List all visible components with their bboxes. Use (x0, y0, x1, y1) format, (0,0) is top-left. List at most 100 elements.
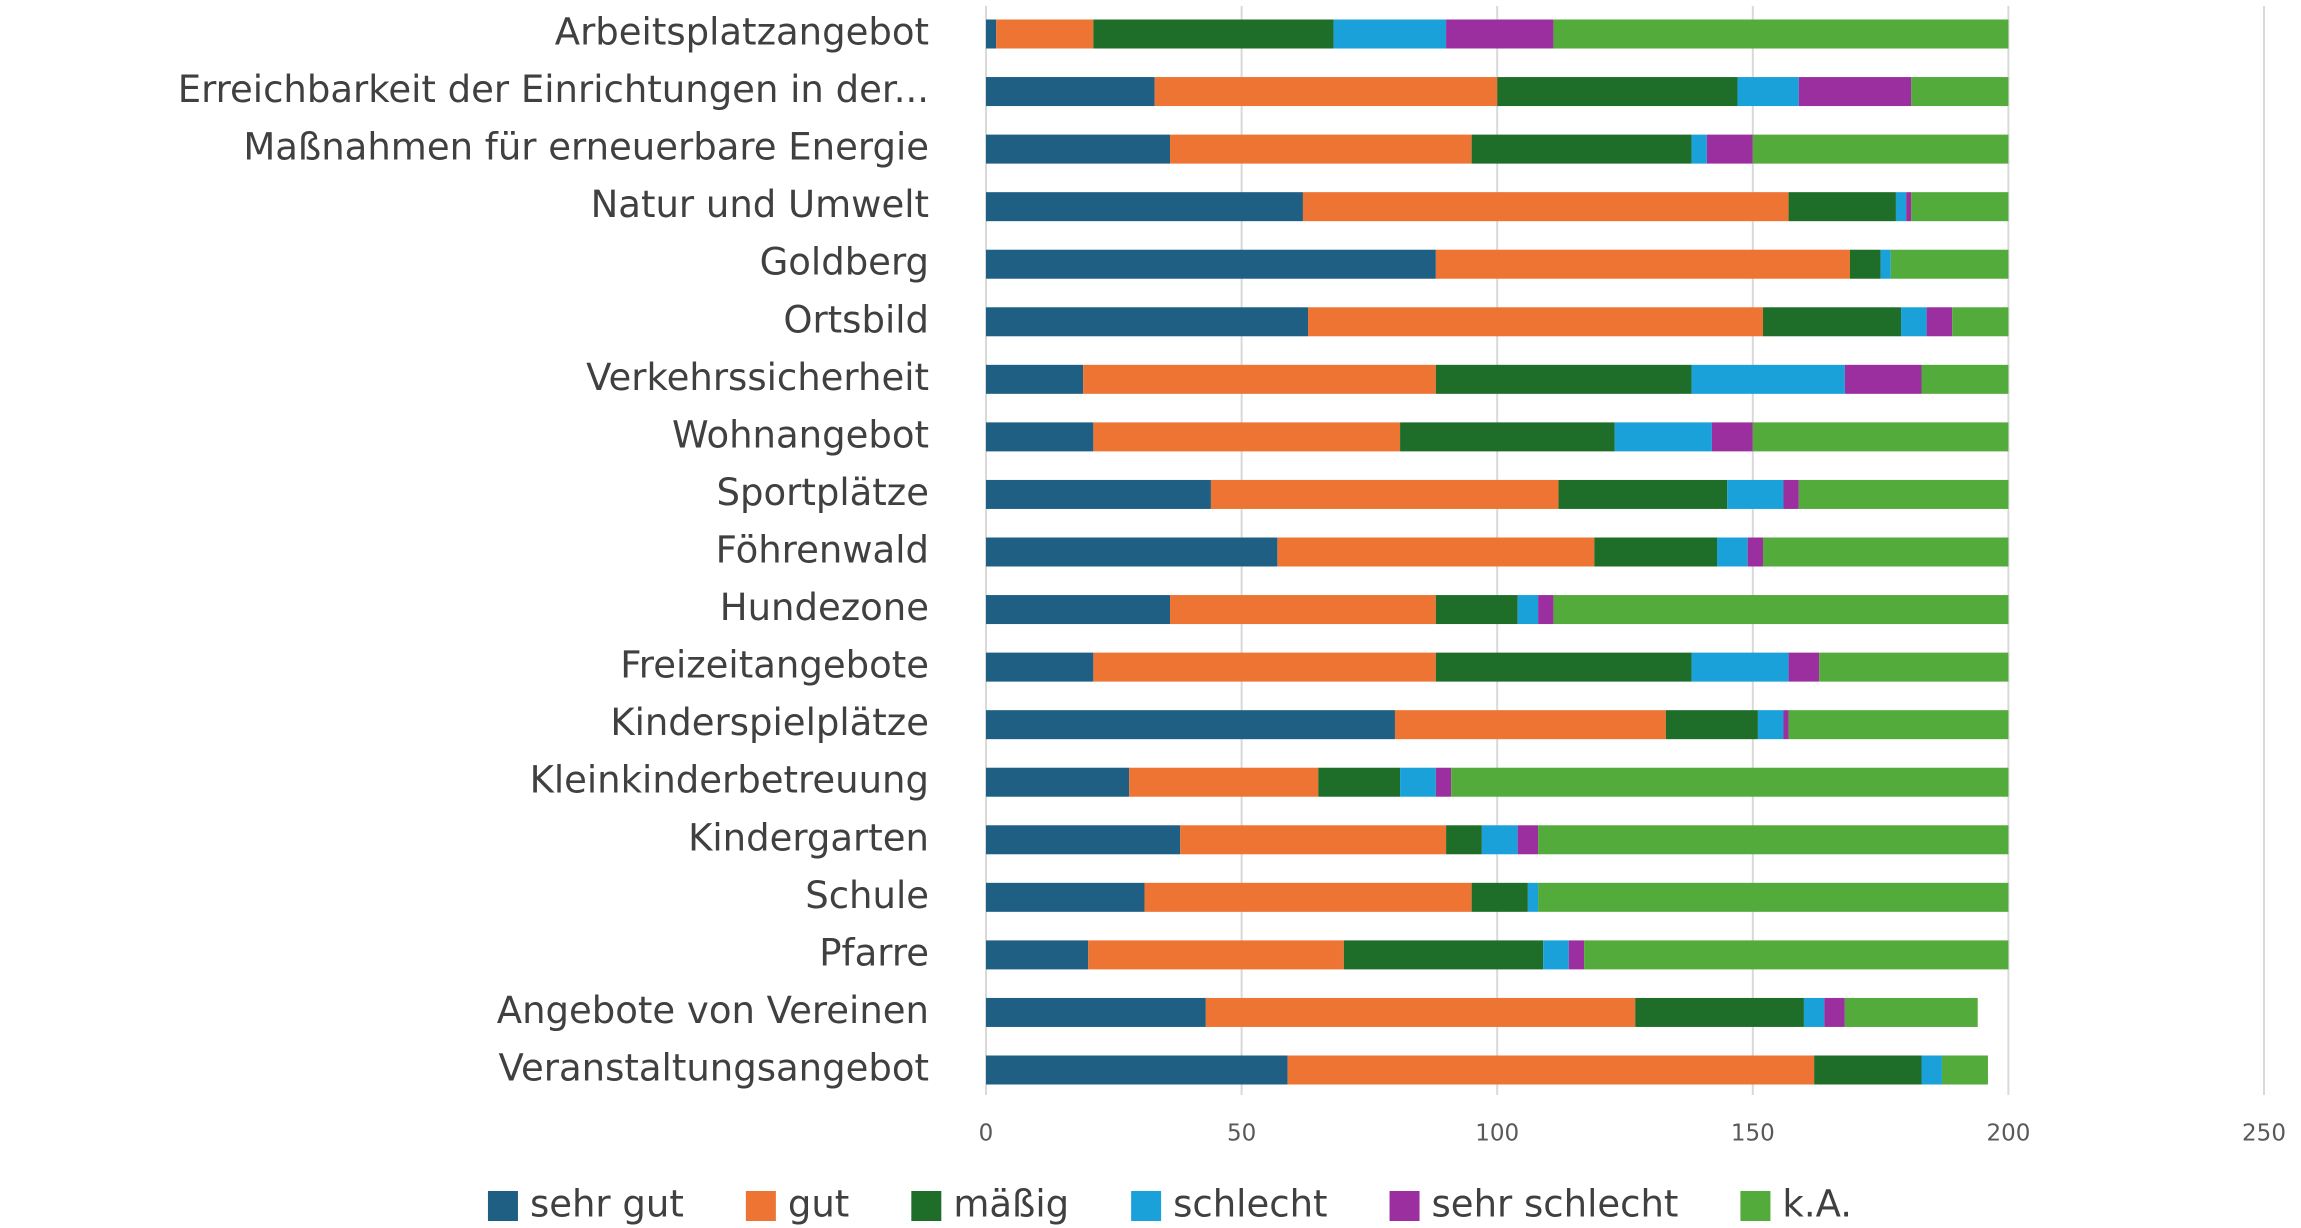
bar-segment (1302, 192, 1789, 222)
bar-segment (1788, 710, 2009, 740)
bar-segment (1333, 19, 1447, 49)
bar-segment (1763, 537, 2009, 567)
bar-segment (1783, 479, 1799, 509)
y-tick-label: Verkehrssicherheit (586, 356, 929, 399)
bar-segment (1844, 364, 1922, 394)
bar-segment (1901, 307, 1927, 337)
bar-segment (1093, 652, 1436, 682)
y-tick-label: Hundezone (720, 586, 929, 629)
bar-segment (1451, 767, 2009, 797)
bar-segment (1093, 422, 1401, 452)
legend-item: gut (745, 1183, 849, 1226)
y-tick-label: Kinderspielplätze (610, 701, 929, 744)
y-tick-label: Veranstaltungsangebot (499, 1047, 929, 1090)
bar-segment (1752, 422, 2009, 452)
bar-segment (1691, 364, 1845, 394)
bar-segment (986, 767, 1130, 797)
legend-label: k.A. (1782, 1183, 1852, 1226)
bar-segment (986, 422, 1094, 452)
bar-segment (1824, 997, 1845, 1027)
bar-segment (1727, 479, 1784, 509)
bar-segment (1343, 940, 1544, 970)
bar-segment (986, 710, 1395, 740)
legend-item: sehr gut (487, 1183, 684, 1226)
legend-item: sehr schlecht (1389, 1183, 1678, 1226)
bar-segment (1849, 249, 1881, 279)
bar-segment (986, 997, 1206, 1027)
legend-swatch (1389, 1191, 1420, 1221)
y-tick-label: Föhrenwald (716, 529, 929, 572)
y-tick-label: Sportplätze (717, 471, 929, 514)
bar-segment (1471, 134, 1692, 164)
y-tick-label: Natur und Umwelt (591, 183, 929, 226)
bar-segment (1691, 134, 1707, 164)
bar-segment (1558, 479, 1728, 509)
bar-segment (1757, 710, 1784, 740)
y-tick-label: Pfarre (819, 931, 929, 974)
y-tick-label: Freizeitangebote (620, 644, 929, 687)
legend-item: k.A. (1740, 1183, 1852, 1226)
bar-segment (1788, 192, 1896, 222)
legend-label: sehr gut (530, 1183, 684, 1226)
y-tick-label: Wohnangebot (672, 413, 929, 456)
bar-segment (986, 882, 1145, 912)
bar-segment (1210, 479, 1559, 509)
legend-swatch (745, 1191, 776, 1221)
y-tick-label: Kindergarten (688, 816, 929, 859)
bar-segment (1543, 940, 1569, 970)
bar-segment (1819, 652, 2009, 682)
bar-segment (1394, 710, 1666, 740)
bar-segment (1083, 364, 1436, 394)
bar-segment (1691, 652, 1789, 682)
bar-segment (1553, 19, 2009, 49)
y-tick-label: Maßnahmen für erneuerbare Energie (243, 126, 929, 169)
x-tick-label: 200 (1986, 1121, 2030, 1147)
bar-segment (1517, 825, 1539, 855)
bar-segment (1527, 882, 1539, 912)
bar-segment (1400, 422, 1615, 452)
bar-segment (986, 940, 1089, 970)
y-tick-label: Angebote von Vereinen (497, 989, 929, 1032)
bar-segment (1788, 652, 1820, 682)
bar-segment (1088, 940, 1344, 970)
bar-segment (1481, 825, 1518, 855)
bar-segment (1921, 1055, 1942, 1085)
bar-segment (1814, 1055, 1922, 1085)
x-tick-label: 250 (2242, 1121, 2286, 1147)
bar-segment (986, 307, 1309, 337)
bar-segment (1435, 652, 1692, 682)
x-tick-label: 150 (1731, 1121, 1775, 1147)
bar-segment (1170, 134, 1472, 164)
bar-segment (986, 19, 997, 49)
bar-segment (1553, 595, 2009, 625)
bar-segment (986, 595, 1171, 625)
bar-segment (1446, 19, 1554, 49)
legend-item: schlecht (1131, 1183, 1328, 1226)
bar-segment (1129, 767, 1319, 797)
bar-segment (1594, 537, 1718, 567)
bar-segment (986, 652, 1094, 682)
bar-segment (1926, 307, 1953, 337)
legend-item: mäßig (911, 1183, 1069, 1226)
bar-segment (1890, 249, 2009, 279)
bar-segment (1798, 479, 2009, 509)
y-tick-label: Arbeitsplatzangebot (555, 11, 929, 54)
bar-segment (1538, 882, 2009, 912)
legend-label: mäßig (953, 1183, 1069, 1226)
bar-segment (986, 249, 1436, 279)
legend-swatch (1740, 1191, 1771, 1221)
bar-segment (1180, 825, 1447, 855)
bar-segment (1400, 767, 1436, 797)
bar-segment (1783, 710, 1789, 740)
bar-segment (1665, 710, 1758, 740)
bar-segment (1911, 192, 2009, 222)
y-tick-label: Goldberg (760, 241, 929, 284)
bar-segment (986, 364, 1084, 394)
legend-swatch (1131, 1191, 1162, 1221)
bar-segment (996, 19, 1094, 49)
legend-swatch (487, 1191, 518, 1221)
bar-segment (1614, 422, 1712, 452)
bar-segment (1517, 595, 1539, 625)
bar-segment (1205, 997, 1636, 1027)
